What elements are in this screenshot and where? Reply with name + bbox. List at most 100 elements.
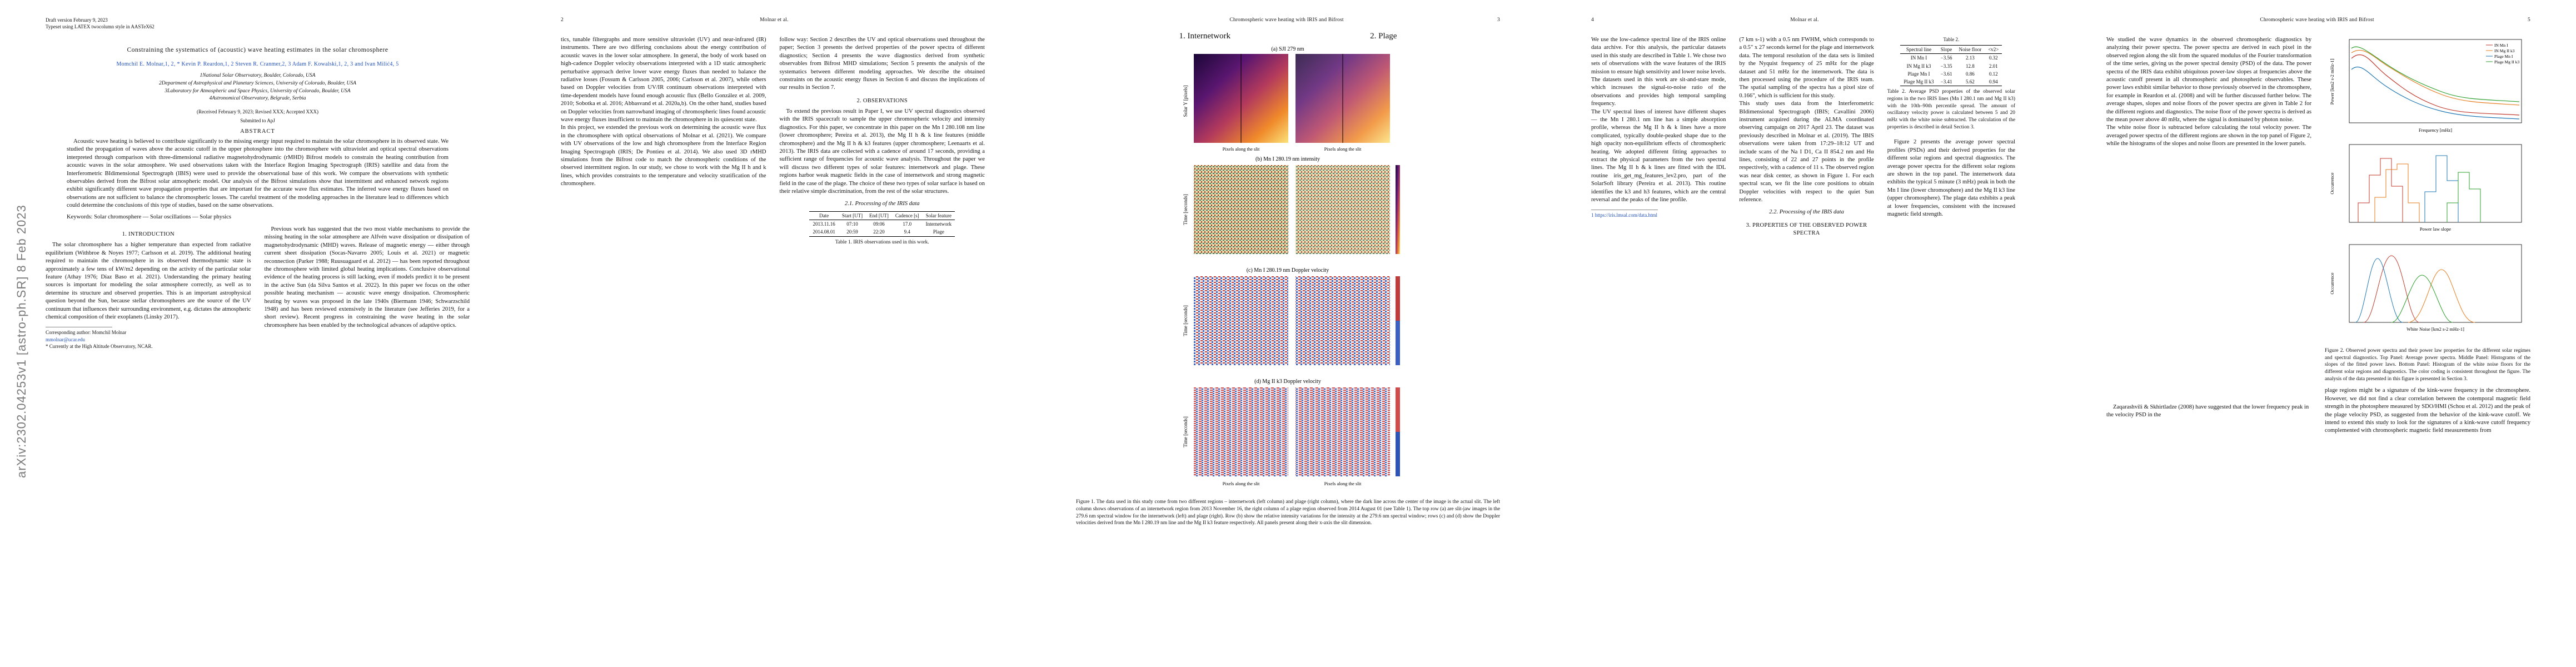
figure-2: Power [km2 s-2 mHz-1] Frequency [mHz] IN… (2329, 39, 2522, 332)
col2-paragraph: plage regions might be a signature of th… (2325, 387, 2530, 434)
slope-hist-plage-mn (2424, 155, 2459, 222)
mn-intensity-plage (1296, 165, 1390, 255)
table-2-title: Table 2. (1943, 36, 1960, 42)
affiliations: 1National Solar Observatory, Boulder, Co… (46, 72, 470, 103)
y-axis-label-c: Time [seconds] (1183, 306, 1188, 336)
draft-line: Draft version February 9, 2023 (46, 17, 108, 23)
y-axis-label-a: Solar Y [pixels] (1183, 86, 1188, 117)
email-link[interactable]: mmolnar@ucar.edu (46, 336, 86, 342)
running-header: 2 Molnar et al. (561, 17, 985, 24)
page-number: 3 (1497, 17, 1500, 23)
noise-hist-in-mg (2408, 269, 2475, 323)
page-2: 2 Molnar et al. tics, tunable filtergrap… (515, 0, 1030, 667)
slope-hist-in-mn (2358, 158, 2403, 222)
legend: IN Mn I IN Mg II k3 Plage Mn I Plage Mg … (2486, 43, 2519, 64)
footnote-rule (46, 327, 112, 329)
keywords: Keywords: Solar chromosphere — Solar osc… (67, 213, 231, 220)
ibis-processing-heading: 2.2. Processing of the IBIS data (1769, 209, 1844, 216)
table-row: IN Mg II k3 −3.35 12.8 2.01 (1906, 63, 1998, 69)
mg-velocity-plage (1296, 387, 1390, 477)
page-number: 5 (2528, 17, 2530, 23)
paper-title: Constraining the systematics of (acousti… (127, 47, 388, 54)
colorbar-b (1396, 165, 1400, 255)
table-header-row: Date Start [UT] End [UT] Cadence [s] Solar f… (809, 211, 955, 221)
power-spectra-heading: 3. PROPERTIES OF THE OBSERVED POWER SPEC… (1746, 222, 1867, 237)
page-3: Chromospheric wave heating with IRIS and… (1030, 0, 1546, 667)
mn-velocity-internetwork (1194, 276, 1288, 366)
observations-heading: 2. OBSERVATIONS (856, 97, 908, 104)
x-axis-label-d2: Pixels along the slit (1324, 481, 1362, 486)
observations-paragraph: To extend the previous result in Paper I… (779, 108, 985, 195)
y-axis-label-d: Time [seconds] (1183, 417, 1188, 447)
col1-paragraph: tics, tunable filtergraphs and more sens… (561, 36, 766, 187)
abstract-text: Acoustic wave heating is believed to con… (67, 138, 449, 209)
affiliation-4: 4Astronomical Observatory, Belgrade, Ser… (209, 96, 306, 102)
slope-hist-plage-mg (2447, 172, 2481, 222)
panel-c-label: (c) Mn I 280.19 nm Doppler velocity (1247, 267, 1329, 273)
psd-line-plage-mn (2351, 66, 2520, 120)
col1-paragraph: We studied the wave dynamics in the obse… (2106, 36, 2311, 147)
psd-line-plage-mg (2351, 46, 2520, 102)
psd-ylabel: Power [km2 s-2 mHz-1] (2329, 58, 2335, 104)
internetwork-heading: 1. Internetwork (1179, 31, 1231, 41)
figure-2-caption: Figure 2. Observed power spectra and the… (2325, 347, 2530, 382)
typeset-line: Typeset using LATEX twocolumn style in A… (46, 24, 155, 30)
mg-velocity-internetwork (1194, 387, 1288, 477)
noise-hist-plage-mg (2391, 275, 2453, 323)
intro-heading: 1. INTRODUCTION (122, 231, 175, 238)
col1-tail: Zaqarashvili & Skhirtladze (2008) have s… (2106, 404, 2309, 419)
running-header: 4 Molnar et al. (1591, 17, 2015, 24)
table-row: Plage Mn I −3.61 0.86 0.12 (1907, 71, 1998, 77)
running-title: Chromospheric wave heating with IRIS and… (1229, 17, 1344, 23)
noise-hist-plage-mn (2355, 258, 2403, 323)
table-row: IN Mn I −3.56 2.13 0.32 (1910, 55, 1998, 61)
running-header: Chromospheric wave heating with IRIS and… (2106, 17, 2530, 24)
page-5: Chromospheric wave heating with IRIS and… (2061, 0, 2576, 667)
affiliation-2: 2Department of Astrophysical and Planeta… (159, 80, 356, 86)
x-axis-label-a: Pixels along the slit (1223, 146, 1260, 152)
page-4: 4 Molnar et al. We use the low-cadence s… (1546, 0, 2061, 667)
iris-processing-heading: 2.1. Processing of the IRIS data (844, 201, 920, 207)
slope-axes (2349, 144, 2522, 223)
abstract-heading: ABSTRACT (240, 128, 275, 135)
table-2-caption: Table 2. Average PSD properties of the o… (1887, 89, 2015, 130)
panel-d-label: (d) Mg II k3 Doppler velocity (1254, 379, 1321, 385)
legend-plage-mn: Plage Mn I (2494, 54, 2513, 59)
arxiv-stamp: arXiv:2302.04253v1 [astro-ph.SR] 8 Feb 2… (13, 78, 28, 478)
footnote-rule (1591, 210, 1658, 212)
col2-paragraph: (7 km s-1) with a 0.5 nm FWHM, which cor… (1739, 36, 1874, 203)
noise-xlabel: White Noise [km2 s-2 mHz-1] (2406, 326, 2464, 332)
colorbar-d-red (1396, 387, 1400, 432)
psd-line-in-mn (2351, 54, 2520, 116)
legend-in-mn: IN Mn I (2494, 43, 2508, 48)
running-title: Molnar et al. (760, 17, 789, 23)
table-row: 2013.11.16 07:10 09:06 17.0 Internetwork (813, 221, 952, 227)
slope-ylabel: Occurrence (2329, 172, 2335, 194)
footnote-star: * Currently at the High Altitude Observa… (46, 343, 153, 349)
psd-xlabel: Frequency [mHz] (2419, 127, 2452, 133)
mn-velocity-plage (1296, 276, 1390, 366)
table-1-caption: Table 1. IRIS observations used in this … (835, 239, 929, 245)
footnote-link[interactable]: 1 https://iris.lmsal.com/data.html (1591, 212, 1657, 218)
psd-line-in-mg (2351, 49, 2520, 106)
col2-paragraph: follow way: Section 2 describes the UV a… (779, 36, 985, 91)
noise-hist-in-mn (2363, 255, 2420, 323)
table-row: 2014.08.01 20:59 22:20 9.4 Plage (809, 228, 955, 237)
intro-paragraph: The solar chromosphere has a higher temp… (46, 242, 251, 320)
affiliation-1: 1National Solar Observatory, Boulder, Co… (200, 73, 316, 79)
author-list[interactable]: Momchil E. Molnar,1, 2, * Kevin P. Reard… (116, 61, 399, 67)
legend-in-mg: IN Mg II k3 (2494, 48, 2515, 53)
arxiv-id: arXiv:2302.04253v1 [astro-ph.SR] 8 Feb 2… (14, 205, 28, 478)
corresponding-author: Corresponding author: Momchil Molnar (46, 330, 127, 336)
noise-axes (2349, 244, 2522, 323)
received-line: (Received February 9, 2023; Revised XXX;… (197, 109, 318, 115)
psd-axes (2349, 39, 2522, 123)
slope-hist-in-mg (2374, 163, 2420, 222)
x-axis-label-a2: Pixels along the slit (1324, 146, 1362, 152)
page-number: 2 (561, 17, 564, 23)
table-1: Date Start [UT] End [UT] Cadence [s] Solar f… (809, 211, 955, 237)
fig2-discussion: Figure 2 presents the average power spec… (1887, 139, 2015, 218)
table-header-row: Spectral line Slope Noise floor <v2> (1900, 45, 2002, 54)
panel-a-label: (a) SJI 279 nm (1271, 46, 1304, 52)
col1-paragraph: We use the low-cadence spectral line of … (1591, 36, 1726, 203)
